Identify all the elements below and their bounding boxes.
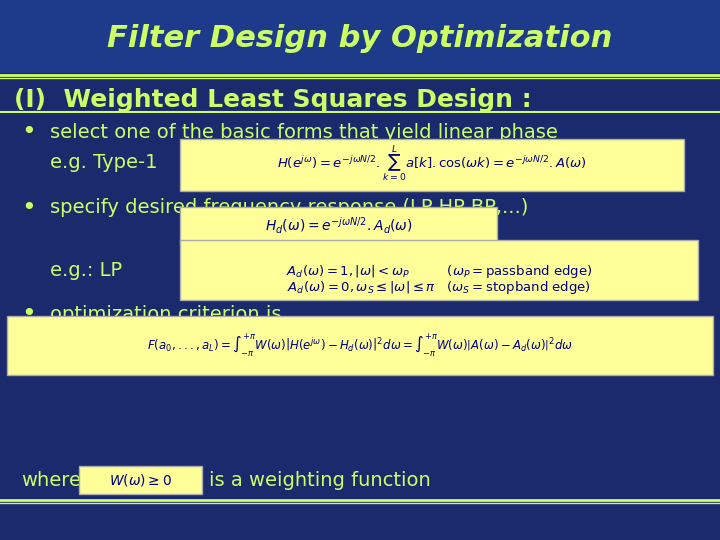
Text: specify desired frequency response (LP,HP,BP,...): specify desired frequency response (LP,H… xyxy=(50,198,528,218)
Text: $H(e^{j\omega}) = e^{-j\omega N/2}.\sum_{k=0}^{L} a[k].\cos(\omega k) = e^{-j\om: $H(e^{j\omega}) = e^{-j\omega N/2}.\sum_… xyxy=(277,144,587,185)
Text: $H_d(\omega) = e^{-j\omega N/2}.A_d(\omega)$: $H_d(\omega) = e^{-j\omega N/2}.A_d(\ome… xyxy=(264,215,413,236)
FancyBboxPatch shape xyxy=(0,0,720,73)
FancyBboxPatch shape xyxy=(180,207,497,244)
Text: $F(a_0,...,a_L) = \int_{-\pi}^{+\pi} W(\omega)\left|H(e^{j\omega}) - H_d(\omega): $F(a_0,...,a_L) = \int_{-\pi}^{+\pi} W(\… xyxy=(147,332,573,359)
Text: Filter Design by Optimization: Filter Design by Optimization xyxy=(107,24,613,53)
Text: (I)  Weighted Least Squares Design :: (I) Weighted Least Squares Design : xyxy=(14,88,532,112)
FancyBboxPatch shape xyxy=(79,466,202,494)
FancyBboxPatch shape xyxy=(7,316,713,375)
Text: is a weighting function: is a weighting function xyxy=(209,471,431,490)
Text: $W(\omega) \geq 0$: $W(\omega) \geq 0$ xyxy=(109,472,172,488)
Text: select one of the basic forms that yield linear phase: select one of the basic forms that yield… xyxy=(50,123,558,142)
Text: e.g. Type-1: e.g. Type-1 xyxy=(50,152,158,172)
Text: e.g.: LP: e.g.: LP xyxy=(50,260,122,280)
Text: where: where xyxy=(22,471,81,490)
Text: •: • xyxy=(22,196,36,220)
Text: $A_d(\omega) = 0, \omega_S \leq |\omega| \leq \pi \quad (\omega_S = \mathrm{stop: $A_d(\omega) = 0, \omega_S \leq |\omega|… xyxy=(287,279,591,296)
FancyBboxPatch shape xyxy=(180,240,698,300)
Text: $A_d(\omega) = 1, |\omega| < \omega_P \quad\quad\quad (\omega_P = \mathrm{passba: $A_d(\omega) = 1, |\omega| < \omega_P \q… xyxy=(286,263,593,280)
Text: optimization criterion is: optimization criterion is xyxy=(50,305,282,324)
FancyBboxPatch shape xyxy=(180,139,684,191)
Text: •: • xyxy=(22,120,36,144)
Text: •: • xyxy=(22,302,36,326)
